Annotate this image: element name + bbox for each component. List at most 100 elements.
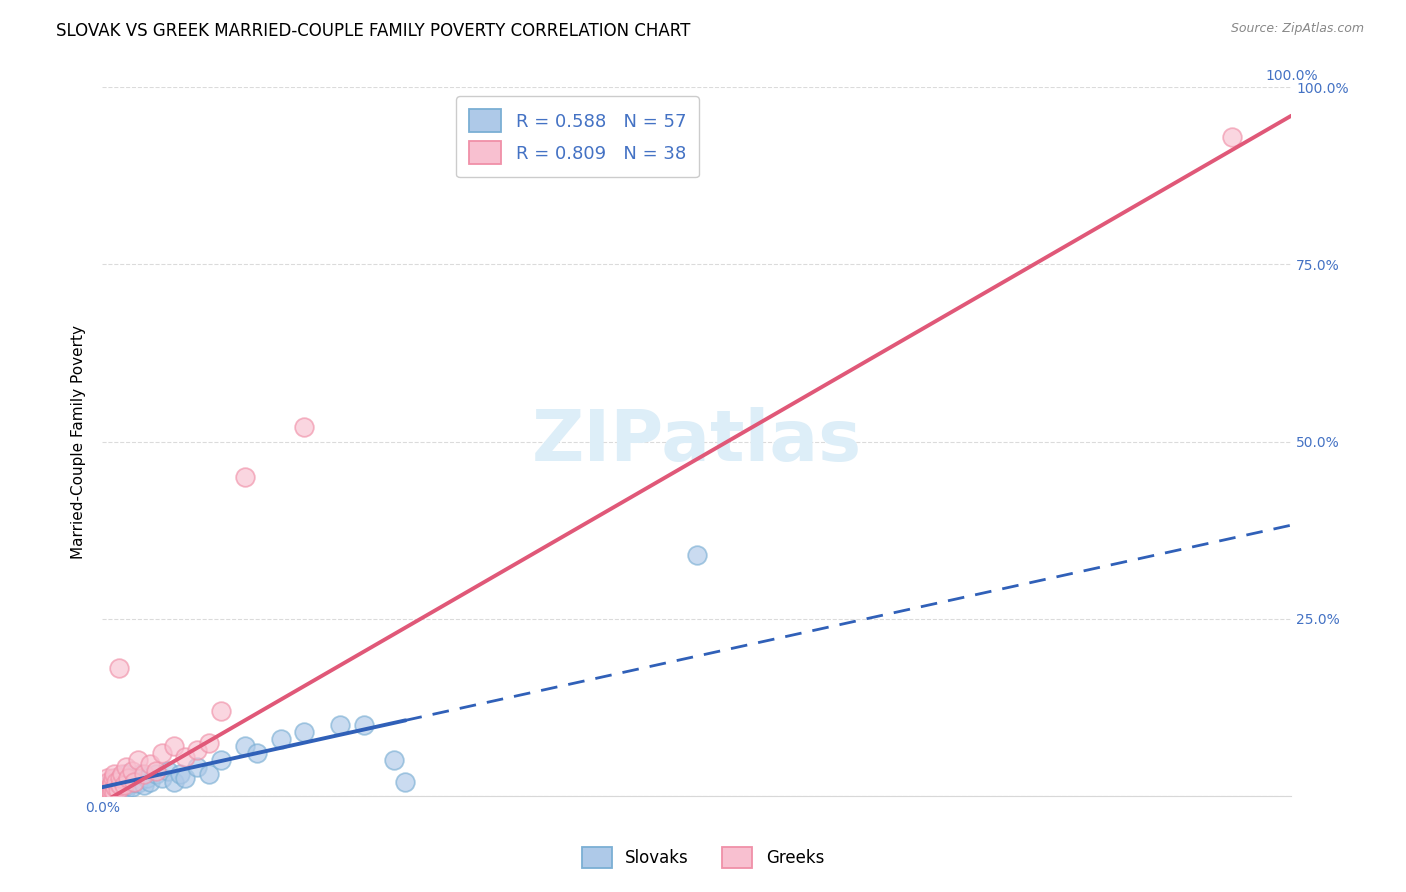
Point xyxy=(107,776,129,790)
Point xyxy=(97,785,120,799)
Point xyxy=(98,781,121,796)
Point xyxy=(145,767,167,781)
Point xyxy=(100,783,122,797)
Point xyxy=(103,783,125,797)
Point xyxy=(198,767,221,781)
Point xyxy=(382,753,405,767)
Point xyxy=(129,767,152,781)
Point xyxy=(105,771,128,785)
Y-axis label: Married-Couple Family Poverty: Married-Couple Family Poverty xyxy=(72,325,86,558)
Point xyxy=(101,785,124,799)
Point xyxy=(96,781,118,796)
Point xyxy=(104,780,127,795)
Point xyxy=(97,785,120,799)
Point xyxy=(169,767,191,781)
Point xyxy=(100,789,122,803)
Point xyxy=(139,756,162,771)
Point xyxy=(394,774,416,789)
Point xyxy=(209,704,232,718)
Point xyxy=(117,771,139,785)
Point xyxy=(118,771,141,785)
Point xyxy=(103,774,125,789)
Point xyxy=(292,725,315,739)
Point xyxy=(101,771,124,785)
Point xyxy=(198,735,221,749)
Point xyxy=(117,778,139,792)
Point xyxy=(100,776,122,790)
Point xyxy=(103,785,125,799)
Point xyxy=(108,773,131,788)
Point xyxy=(107,785,129,799)
Point xyxy=(97,778,120,792)
Point xyxy=(145,764,167,778)
Point xyxy=(156,764,179,778)
Point xyxy=(115,781,138,796)
Point xyxy=(100,783,122,797)
Point xyxy=(97,774,120,789)
Point xyxy=(132,778,155,792)
Point xyxy=(124,774,146,789)
Point xyxy=(329,718,352,732)
Point xyxy=(150,746,173,760)
Point xyxy=(111,767,134,781)
Point xyxy=(246,746,269,760)
Point xyxy=(121,780,143,795)
Point xyxy=(94,785,117,799)
Point xyxy=(100,780,122,795)
Text: Source: ZipAtlas.com: Source: ZipAtlas.com xyxy=(1230,22,1364,36)
Point xyxy=(110,783,132,797)
Point xyxy=(150,771,173,785)
Text: SLOVAK VS GREEK MARRIED-COUPLE FAMILY POVERTY CORRELATION CHART: SLOVAK VS GREEK MARRIED-COUPLE FAMILY PO… xyxy=(56,22,690,40)
Point xyxy=(136,771,159,785)
Point xyxy=(103,789,125,803)
Point xyxy=(115,767,138,781)
Point xyxy=(115,760,138,774)
Point xyxy=(112,778,135,792)
Point xyxy=(96,781,118,796)
Point xyxy=(108,781,131,796)
Point xyxy=(97,789,120,803)
Point xyxy=(233,470,256,484)
Point xyxy=(100,785,122,799)
Text: ZIPatlas: ZIPatlas xyxy=(531,407,862,476)
Point xyxy=(686,548,709,562)
Point xyxy=(270,732,292,747)
Point xyxy=(98,781,121,796)
Legend: R = 0.588   N = 57, R = 0.809   N = 38: R = 0.588 N = 57, R = 0.809 N = 38 xyxy=(456,96,699,178)
Point xyxy=(162,774,184,789)
Point xyxy=(100,785,122,799)
Point xyxy=(94,789,117,803)
Point xyxy=(186,760,208,774)
Point xyxy=(96,785,118,799)
Point xyxy=(103,767,125,781)
Point xyxy=(132,767,155,781)
Point xyxy=(124,774,146,789)
Point xyxy=(127,753,149,767)
Point xyxy=(209,753,232,767)
Point xyxy=(107,783,129,797)
Point xyxy=(139,774,162,789)
Point xyxy=(127,776,149,790)
Point xyxy=(105,774,128,789)
Point xyxy=(353,718,375,732)
Point xyxy=(100,778,122,792)
Point xyxy=(121,764,143,778)
Point xyxy=(98,789,121,803)
Point xyxy=(233,739,256,753)
Point xyxy=(103,785,125,799)
Point xyxy=(174,749,197,764)
Point xyxy=(292,420,315,434)
Point xyxy=(100,776,122,790)
Point xyxy=(108,778,131,792)
Point xyxy=(101,778,124,792)
Point xyxy=(96,771,118,785)
Point xyxy=(108,771,131,785)
Point xyxy=(111,778,134,792)
Point xyxy=(1220,130,1243,145)
Point xyxy=(174,771,197,785)
Point xyxy=(162,739,184,753)
Legend: Slovaks, Greeks: Slovaks, Greeks xyxy=(575,840,831,875)
Point xyxy=(112,780,135,795)
Point xyxy=(186,742,208,756)
Point xyxy=(108,661,131,675)
